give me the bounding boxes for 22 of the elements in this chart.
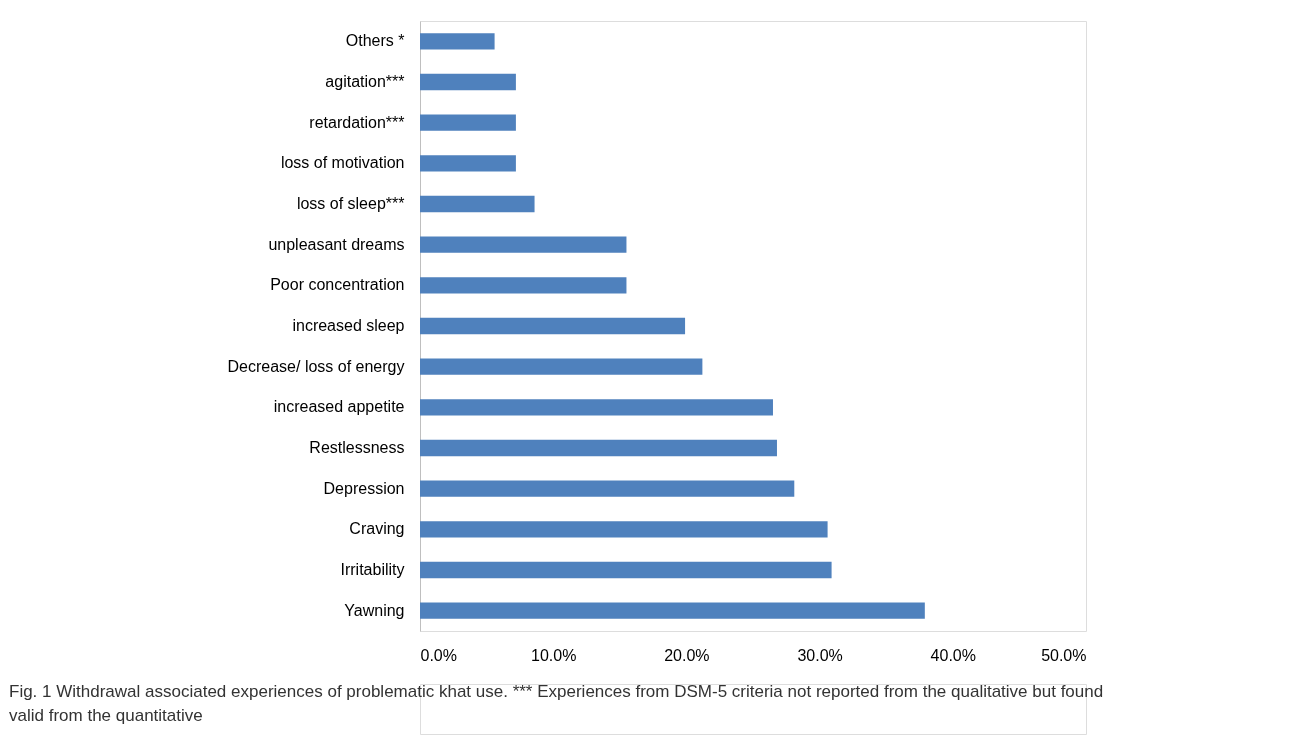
y-tick-label: Irritability <box>340 561 405 578</box>
x-tick-label: 0.0% <box>420 646 457 664</box>
y-tick-label: Depression <box>323 479 405 497</box>
y-tick-label: Poor concentration <box>270 276 405 294</box>
x-tick-label: 40.0% <box>930 646 976 664</box>
y-tick-label: increased appetite <box>273 398 405 416</box>
y-tick-label: Decrease/ loss of energy <box>227 357 405 375</box>
y-tick-label: Others * <box>345 32 405 50</box>
x-tick-label: 50.0% <box>1041 646 1087 664</box>
y-tick-label: Craving <box>349 520 405 538</box>
y-tick-label: increased sleep <box>292 317 405 334</box>
x-tick-label: 20.0% <box>664 646 710 664</box>
y-tick-label: loss of motivation <box>280 154 405 172</box>
y-tick-label: Restlessness <box>309 439 405 456</box>
x-tick-label: 10.0% <box>531 646 577 664</box>
y-tick-label: unpleasant dreams <box>268 235 405 253</box>
x-tick-label: 30.0% <box>797 646 843 664</box>
y-tick-label: loss of sleep*** <box>296 195 405 212</box>
y-tick-label: agitation*** <box>325 73 405 90</box>
caption: Fig. 1 Withdrawal associated experiences of problematic khat use. *** Experiences from DSM-5 criteria not reported from the qualitative but found valid from the quantitative <box>9 682 1104 725</box>
y-tick-label: retardation*** <box>309 113 405 131</box>
y-tick-label: Yawning <box>344 601 405 619</box>
